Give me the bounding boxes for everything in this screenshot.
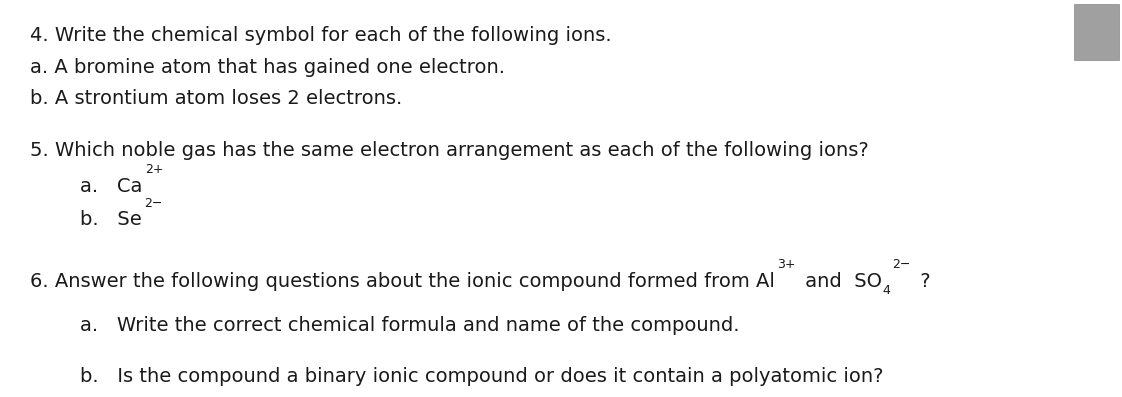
Text: 2−: 2− [892, 258, 910, 271]
Text: 6. Answer the following questions about the ionic compound formed from Al: 6. Answer the following questions about … [30, 272, 775, 291]
Text: 2+: 2+ [145, 163, 164, 176]
Text: a. A bromine atom that has gained one electron.: a. A bromine atom that has gained one el… [30, 58, 505, 77]
Text: b.   Se: b. Se [81, 210, 142, 229]
Text: b.   Is the compound a binary ionic compound or does it contain a polyatomic ion: b. Is the compound a binary ionic compou… [81, 367, 884, 386]
Bar [1074, 4, 1120, 60]
Text: a.   Ca: a. Ca [81, 177, 142, 196]
Text: 3+: 3+ [778, 258, 795, 271]
Text: 4. Write the chemical symbol for each of the following ions.: 4. Write the chemical symbol for each of… [30, 26, 611, 45]
Text: a.   Write the correct chemical formula and name of the compound.: a. Write the correct chemical formula an… [81, 316, 739, 335]
Text: 2−: 2− [145, 197, 163, 210]
Text: and  SO: and SO [799, 272, 882, 291]
Text: 4: 4 [883, 284, 891, 297]
Text: ?: ? [914, 272, 931, 291]
Text: b. A strontium atom loses 2 electrons.: b. A strontium atom loses 2 electrons. [30, 89, 403, 108]
Text: 5. Which noble gas has the same electron arrangement as each of the following io: 5. Which noble gas has the same electron… [30, 141, 868, 160]
